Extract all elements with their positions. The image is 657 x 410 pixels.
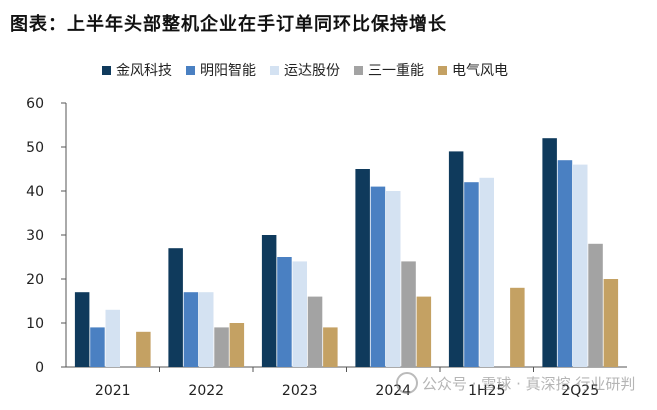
chart-title: 图表：上半年头部整机企业在手订单同环比保持增长 — [10, 14, 447, 35]
bar-2021-明阳智能 — [90, 327, 105, 367]
bar-1H25-电气风电 — [510, 287, 525, 367]
bar-2Q25-电气风电 — [603, 279, 619, 367]
legend-item-2: 运达股份 — [270, 60, 340, 80]
legend-label: 金风科技 — [116, 63, 172, 79]
bar-1H25-运达股份 — [479, 177, 494, 367]
bar-2022-金风科技 — [168, 248, 183, 367]
y-tick-label: 30 — [26, 228, 44, 244]
y-tick-label: 0 — [35, 360, 44, 376]
bar-2021-电气风电 — [136, 331, 151, 367]
bar-2Q25-明阳智能 — [557, 160, 573, 367]
legend-swatch — [102, 65, 111, 75]
x-tick-label: 2022 — [188, 383, 224, 399]
x-tick-label: 1H25 — [468, 383, 505, 399]
bar-2Q25-金风科技 — [542, 138, 557, 367]
bar-2021-金风科技 — [74, 292, 90, 367]
bar-2Q25-运达股份 — [573, 164, 588, 367]
bar-2022-运达股份 — [199, 292, 214, 367]
wechat-icon — [396, 372, 418, 394]
bar-2023-电气风电 — [323, 327, 338, 367]
bar-2024-三一重能 — [401, 261, 416, 367]
bar-2022-电气风电 — [229, 323, 245, 367]
legend-swatch — [186, 65, 195, 75]
bar-2023-金风科技 — [261, 235, 277, 367]
bar-2Q25-三一重能 — [588, 243, 603, 367]
bar-1H25-明阳智能 — [464, 182, 479, 367]
x-tick-label: 2Q25 — [561, 383, 599, 399]
legend-swatch — [438, 65, 447, 75]
legend-item-0: 金风科技 — [102, 60, 172, 80]
y-tick-label: 10 — [26, 316, 44, 332]
bar-2023-运达股份 — [292, 261, 307, 367]
watermark: 公众号 · 雪球 · 真深挖 行业研判 — [396, 372, 635, 394]
bar-2024-金风科技 — [355, 169, 370, 367]
legend-swatch — [354, 65, 363, 75]
bar-1H25-金风科技 — [448, 151, 464, 367]
y-tick-label: 40 — [26, 184, 44, 200]
bar-2024-电气风电 — [416, 296, 432, 367]
legend-swatch — [270, 65, 279, 75]
bar-2021-运达股份 — [105, 309, 120, 367]
legend-label: 运达股份 — [284, 63, 340, 79]
bar-2024-明阳智能 — [370, 186, 386, 367]
y-tick-label: 60 — [26, 96, 44, 112]
x-tick-label: 2023 — [282, 383, 318, 399]
bar-2022-三一重能 — [214, 327, 229, 367]
legend-item-1: 明阳智能 — [186, 60, 256, 80]
bar-2022-明阳智能 — [183, 292, 199, 367]
x-tick-label: 2021 — [95, 383, 131, 399]
legend-label: 电气风电 — [452, 63, 508, 79]
legend-label: 明阳智能 — [200, 63, 256, 79]
bar-2023-明阳智能 — [277, 257, 292, 367]
bar-2023-三一重能 — [307, 296, 323, 367]
legend-label: 三一重能 — [368, 63, 424, 79]
y-tick-label: 50 — [26, 140, 44, 156]
legend-item-3: 三一重能 — [354, 60, 424, 80]
y-tick-label: 20 — [26, 272, 44, 288]
bar-2024-运达股份 — [386, 191, 401, 367]
watermark-text: 公众号 · 雪球 · 真深挖 行业研判 — [422, 374, 636, 393]
chart-legend: 金风科技 明阳智能 运达股份 三一重能 电气风电 — [102, 60, 508, 80]
legend-item-4: 电气风电 — [438, 60, 508, 80]
